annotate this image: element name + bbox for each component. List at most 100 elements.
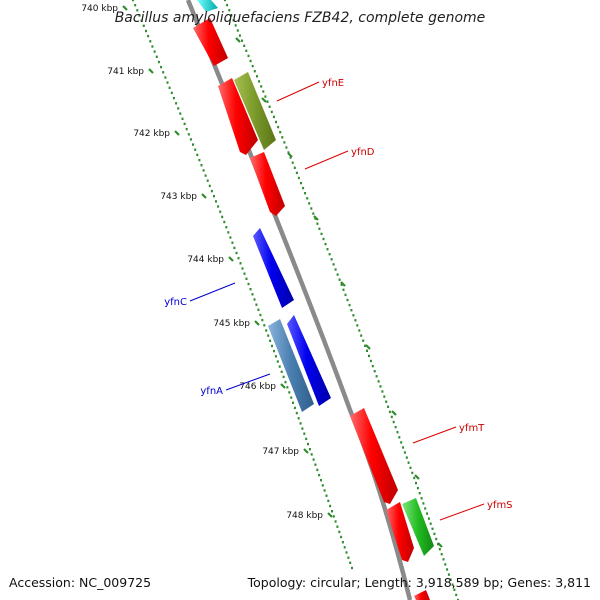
tick-dot [308,202,311,205]
tick-dot [283,141,286,144]
tick-dot [245,49,248,52]
tick-dot [278,365,281,368]
tick-dot [310,207,313,210]
tick-dot [323,489,326,492]
tick-dot [349,561,352,564]
gene-label-yfnc[interactable]: yfnC [164,297,187,308]
tick-dot [405,456,408,459]
tick-dot [177,107,180,110]
tick-dot [392,420,395,424]
tick-dot [226,3,229,7]
gene-blue-cds[interactable] [287,315,331,406]
tick-dot [157,60,160,64]
tick-dot [279,131,282,134]
tick-dot [299,422,302,425]
tick-dot [293,166,296,169]
tick-dot [247,282,250,286]
tick-dot [232,19,235,22]
tick-dot [269,339,272,342]
tick-dot [330,258,333,261]
tick-dot [396,431,399,434]
ruler-label: 742 kbp [133,129,170,139]
tick-dot [168,86,171,89]
tick-dot [251,64,254,68]
gene-cyan-cds[interactable] [197,0,218,12]
tick-dot [162,71,165,74]
tick-dot [371,364,374,368]
accession-text: Accession: NC_009725 [9,575,152,590]
tick-dot [236,29,239,32]
tick-dot [292,401,294,404]
ruler-label: 743 kbp [160,192,197,202]
tick-dot [179,112,182,115]
tick-dot [457,598,459,600]
tick-dot [334,520,337,523]
gene-yfnd-cds[interactable] [250,152,285,216]
tick-dot [267,334,270,337]
gene-yfmt-cds[interactable] [350,408,398,504]
tick-dot [375,375,378,378]
gene-yfna-cds[interactable] [268,319,314,412]
tick-dot [316,222,319,225]
gene-red-cds[interactable] [386,502,414,562]
tick-dot [336,525,339,528]
tick-dot [364,344,367,347]
tick-dot [276,360,279,363]
tick-dot [280,370,283,373]
tick-dot [402,446,405,449]
tick-dot [416,486,419,490]
tick-dot [155,55,158,58]
gene-yfne-cds[interactable] [234,72,276,150]
tick-dot [230,14,233,17]
gene-label-yfms[interactable]: yfmS [487,500,513,511]
tick-dot [132,0,134,2]
tick-dot [227,231,230,234]
gene-red-cds[interactable] [193,18,228,66]
tick-dot [332,263,335,266]
tick-dot [345,551,348,554]
tick-dot [348,303,351,307]
tick-dot [215,200,217,203]
gene-label-yfne[interactable]: yfnE [322,78,344,89]
tick-dot [328,253,331,256]
gene-red-cds[interactable] [218,78,258,155]
gene-red-cds[interactable] [414,590,430,600]
gene-yfnc-cds[interactable] [253,228,294,308]
tick-dot [343,546,346,549]
tick-dot [321,484,324,487]
tick-dot [164,76,167,79]
gene-label-yfnd[interactable]: yfnD [351,147,375,158]
tick-dot [407,461,410,464]
tick-dot [398,436,401,439]
tick-dot [312,212,315,215]
tick-dot [344,293,347,297]
tick-dot [235,251,238,255]
outer-major-ticks [235,37,443,548]
tick-dot [351,566,353,570]
tick-dot [433,532,436,536]
tick-dot [221,215,224,219]
tick-dot [369,359,372,363]
gene-label-yfna[interactable]: yfnA [200,386,223,397]
tick-dot [151,45,154,48]
tick-dot [255,303,258,306]
tick-dot [166,81,169,84]
tick-dot [340,535,343,539]
gene-yfms-cds[interactable] [402,498,434,556]
tick-dot [325,494,328,497]
tick-dot [229,236,232,239]
ruler-label: 748 kbp [286,511,323,521]
tick-dot [243,44,246,47]
tick-dot [140,19,143,22]
tick-dot [447,573,450,576]
tick-dot [238,34,241,37]
tick-dot [347,556,350,559]
gene-label-yfmt[interactable]: yfmT [459,423,485,434]
tick-dot [310,453,313,456]
tick-dot [181,117,184,120]
gene-label-connectors [189,81,485,521]
tick-dot [256,75,258,78]
tick-dot [274,355,277,358]
tick-dot [431,527,434,530]
tick-dot [427,517,430,520]
